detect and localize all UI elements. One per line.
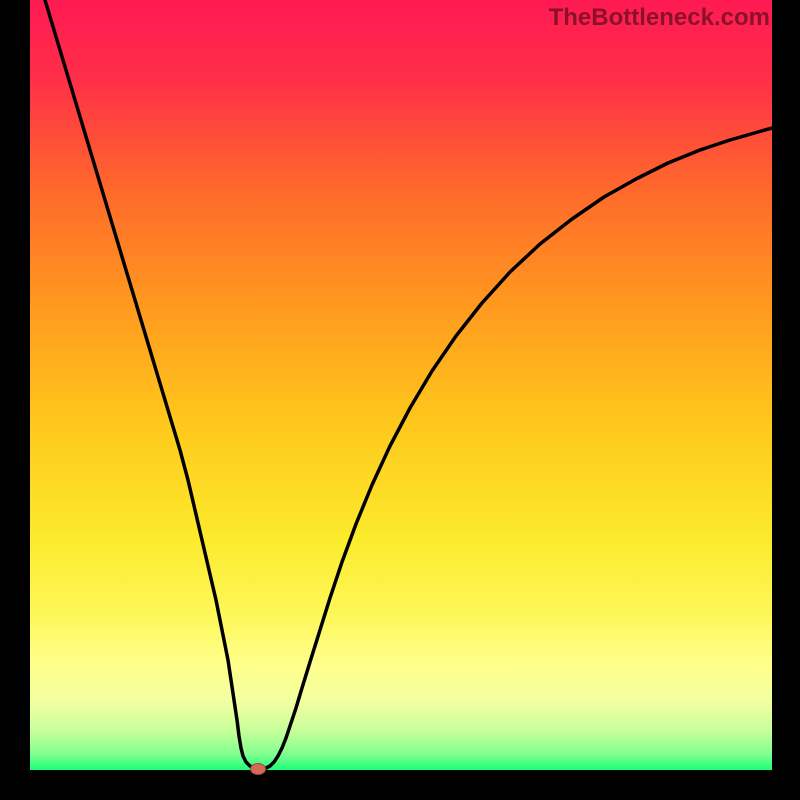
bottleneck-curve [30, 0, 772, 770]
plot-area: TheBottleneck.com [30, 0, 772, 770]
figure-root: TheBottleneck.com [0, 0, 800, 800]
minimum-marker [250, 763, 266, 775]
watermark-text: TheBottleneck.com [549, 4, 770, 32]
